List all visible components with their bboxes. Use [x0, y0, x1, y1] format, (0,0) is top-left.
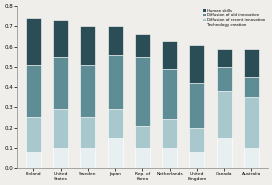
- Bar: [135, 126, 150, 148]
- Bar: [53, 57, 68, 109]
- Bar: [26, 65, 41, 117]
- Bar: [81, 148, 95, 168]
- Bar: [26, 117, 41, 152]
- Bar: [135, 57, 150, 126]
- Bar: [244, 49, 259, 77]
- Bar: [26, 18, 41, 65]
- Bar: [108, 109, 123, 138]
- Bar: [53, 109, 68, 148]
- Bar: [244, 97, 259, 148]
- Bar: [190, 152, 205, 168]
- Bar: [190, 45, 205, 83]
- Bar: [53, 148, 68, 168]
- Bar: [108, 55, 123, 109]
- Bar: [81, 117, 95, 148]
- Bar: [162, 41, 177, 69]
- Bar: [108, 138, 123, 168]
- Bar: [162, 148, 177, 168]
- Bar: [190, 128, 205, 152]
- Bar: [81, 65, 95, 117]
- Bar: [26, 152, 41, 168]
- Bar: [108, 26, 123, 55]
- Bar: [81, 26, 95, 65]
- Bar: [135, 148, 150, 168]
- Bar: [217, 49, 232, 67]
- Bar: [53, 20, 68, 57]
- Legend: Human skills, Diffusion of old innovation, Diffusion of recent innovation, Techn: Human skills, Diffusion of old innovatio…: [202, 8, 266, 28]
- Bar: [162, 69, 177, 120]
- Bar: [135, 34, 150, 57]
- Bar: [217, 67, 232, 91]
- Bar: [244, 77, 259, 97]
- Bar: [217, 138, 232, 168]
- Bar: [217, 91, 232, 138]
- Bar: [162, 120, 177, 148]
- Bar: [244, 148, 259, 168]
- Bar: [190, 83, 205, 128]
